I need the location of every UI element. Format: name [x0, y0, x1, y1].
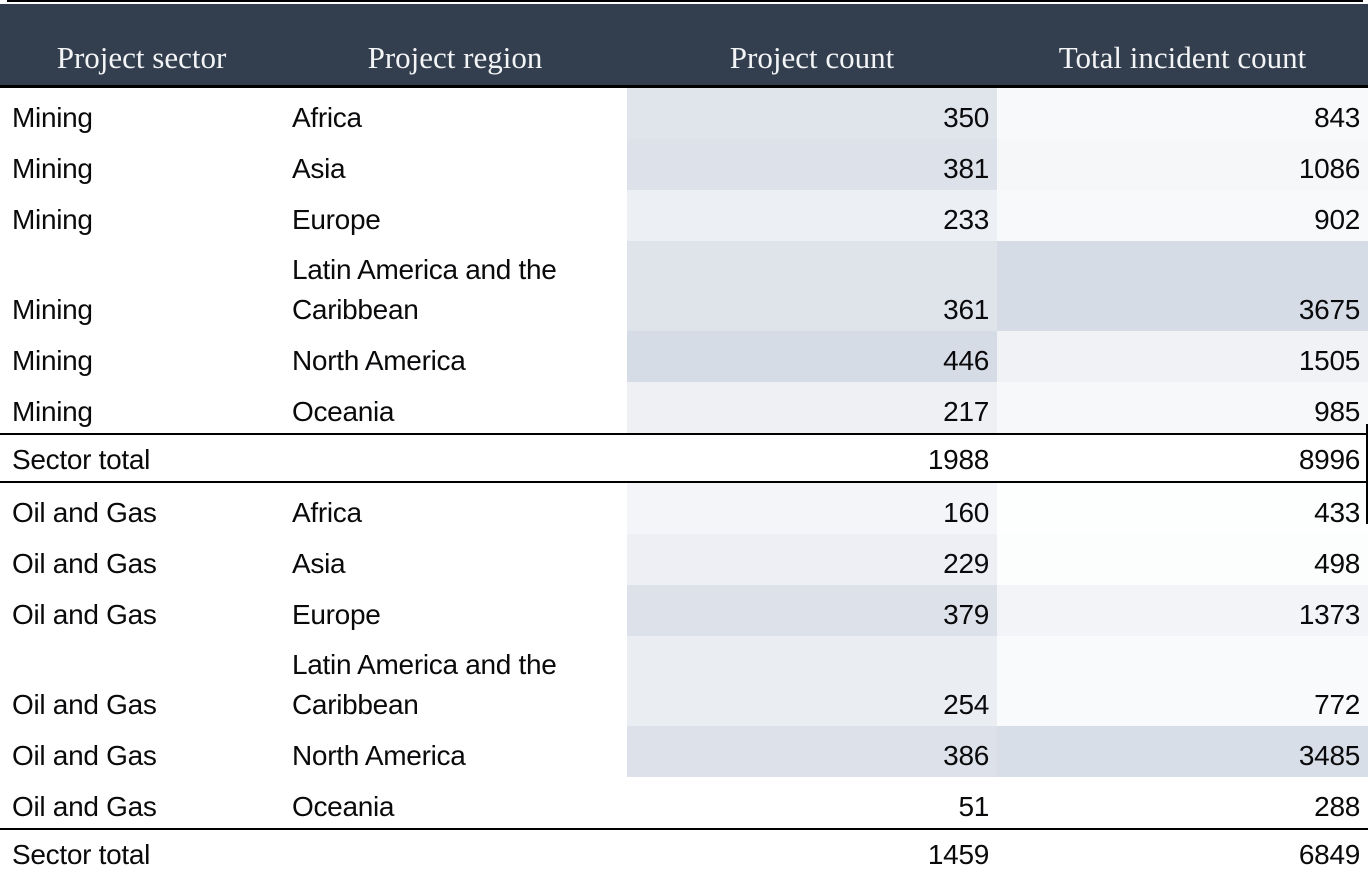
sector-cell: Mining	[12, 396, 93, 428]
region-cell: Europe	[292, 204, 381, 236]
project-count-cell: 361	[627, 241, 997, 331]
col-header-project-count: Project count	[627, 4, 997, 88]
incident-count-cell: 498	[997, 534, 1368, 585]
sector-total-row: Sector total 1988 8996	[0, 433, 1368, 483]
col-header-total-incident-count: Total incident count	[997, 4, 1368, 88]
sector-total-label: Sector total	[0, 433, 627, 483]
table-header: Project sector Project region Project co…	[0, 4, 1368, 88]
project-count-cell: 229	[627, 534, 997, 585]
table-row: Mining North America 446 1505	[0, 331, 1368, 382]
table-row: Oil and Gas Africa 160 433	[0, 482, 1368, 534]
project-count-cell: 160	[627, 482, 997, 534]
table-header-row: Project sector Project region Project co…	[0, 4, 1368, 88]
table-right-border-fragment	[1366, 424, 1368, 524]
table-row: Mining Asia 381 1086	[0, 139, 1368, 190]
sector-cell: Mining	[12, 204, 93, 236]
table-row: Oil and Gas Asia 229 498	[0, 534, 1368, 585]
incident-count-cell: 843	[997, 86, 1368, 139]
table-row: Oil and Gas Europe 379 1373	[0, 585, 1368, 636]
region-cell: Africa	[292, 497, 362, 529]
incident-count-cell: 3485	[997, 726, 1368, 777]
sector-total-project-count: 1988	[627, 433, 997, 483]
table-body: Mining Africa 350 843 Mining Asia 381 1086 Minin…	[0, 86, 1368, 873]
region-cell: Africa	[292, 102, 362, 134]
table-top-rule	[7, 0, 1363, 2]
project-count-cell: 379	[627, 585, 997, 636]
table-row: Mining Latin America and the Caribbean 361…	[0, 241, 1368, 331]
sector-cell: Oil and Gas	[12, 689, 157, 721]
sector-cell: Mining	[12, 345, 93, 377]
project-count-cell: 381	[627, 139, 997, 190]
incident-count-cell: 985	[997, 382, 1368, 434]
project-count-cell: 350	[627, 86, 997, 139]
incident-count-cell: 433	[997, 482, 1368, 534]
sector-total-incident-count: 6849	[997, 828, 1368, 873]
sector-total-incident-count: 8996	[997, 433, 1368, 483]
sector-total-label: Sector total	[0, 828, 627, 873]
sector-cell: Mining	[12, 153, 93, 185]
region-cell: Oceania	[292, 396, 395, 428]
region-cell: Oceania	[292, 791, 395, 823]
region-cell: Asia	[292, 548, 346, 580]
project-count-cell: 51	[627, 777, 997, 829]
table-row: Mining Africa 350 843	[0, 86, 1368, 139]
project-count-cell: 446	[627, 331, 997, 382]
sector-cell: Mining	[12, 294, 93, 326]
incident-count-cell: 902	[997, 190, 1368, 241]
col-header-project-sector: Project sector	[0, 4, 283, 88]
region-cell: Asia	[292, 153, 346, 185]
incident-count-cell: 288	[997, 777, 1368, 829]
region-cell: Latin America and the Caribbean	[292, 648, 557, 721]
region-cell: Latin America and the Caribbean	[292, 253, 557, 326]
project-count-cell: 217	[627, 382, 997, 434]
region-cell: Europe	[292, 599, 381, 631]
incident-count-cell: 1086	[997, 139, 1368, 190]
sector-cell: Mining	[12, 102, 93, 134]
incident-count-cell: 772	[997, 636, 1368, 726]
sector-cell: Oil and Gas	[12, 791, 157, 823]
project-count-cell: 233	[627, 190, 997, 241]
sector-cell: Oil and Gas	[12, 599, 157, 631]
incident-count-cell: 1373	[997, 585, 1368, 636]
sector-cell: Oil and Gas	[12, 548, 157, 580]
table-row: Mining Oceania 217 985	[0, 382, 1368, 434]
table-row: Oil and Gas Oceania 51 288	[0, 777, 1368, 829]
sector-cell: Oil and Gas	[12, 740, 157, 772]
table-row: Oil and Gas North America 386 3485	[0, 726, 1368, 777]
col-header-project-region: Project region	[283, 4, 627, 88]
project-count-cell: 254	[627, 636, 997, 726]
region-cell: North America	[292, 740, 466, 772]
incident-count-cell: 1505	[997, 331, 1368, 382]
incidents-by-sector-region-table: Project sector Project region Project co…	[0, 4, 1368, 873]
sector-total-row: Sector total 1459 6849	[0, 828, 1368, 873]
region-cell: North America	[292, 345, 466, 377]
table-row: Oil and Gas Latin America and the Caribbe…	[0, 636, 1368, 726]
project-count-cell: 386	[627, 726, 997, 777]
incident-count-cell: 3675	[997, 241, 1368, 331]
table-row: Mining Europe 233 902	[0, 190, 1368, 241]
sector-total-project-count: 1459	[627, 828, 997, 873]
sector-cell: Oil and Gas	[12, 497, 157, 529]
